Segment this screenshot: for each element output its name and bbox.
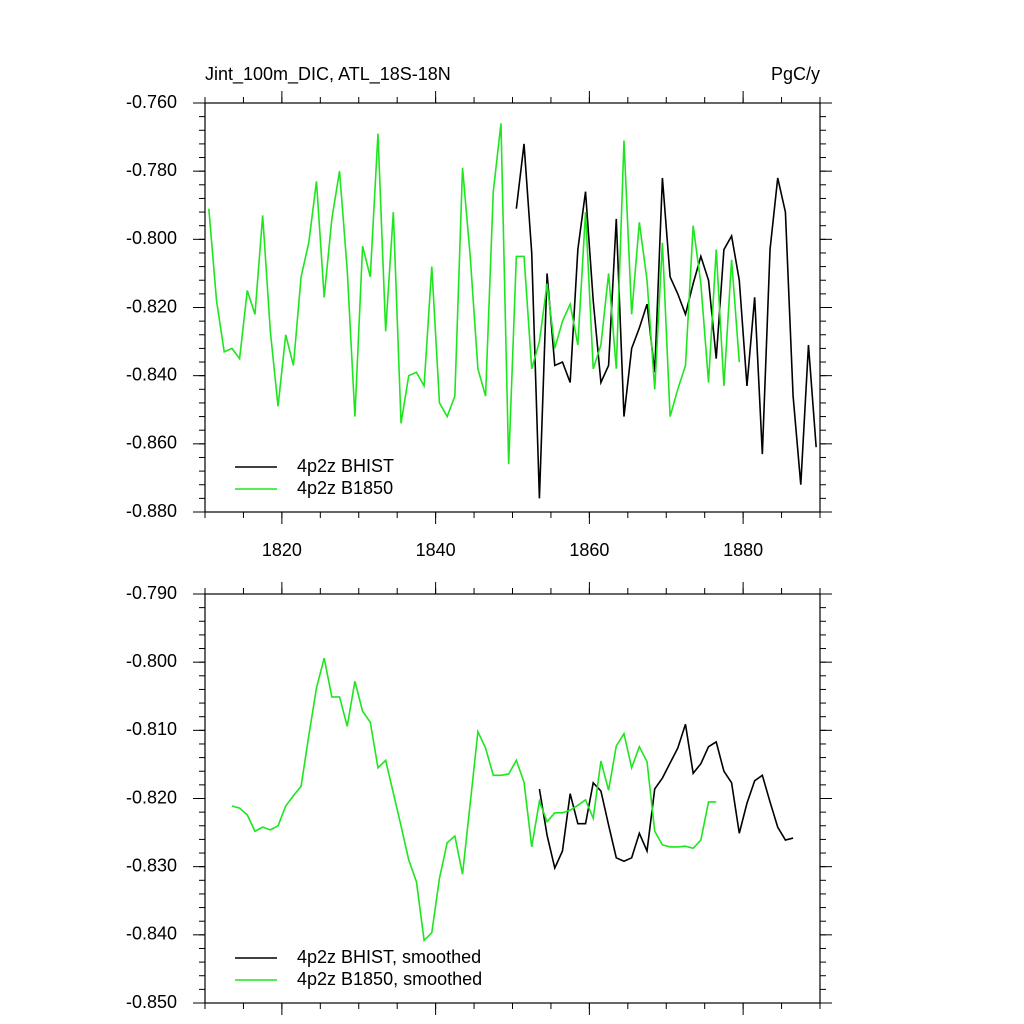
y-tick-label: -0.780	[126, 160, 177, 180]
legend-label: 4p2z B1850	[297, 478, 393, 498]
units-title: PgC/y	[771, 64, 820, 84]
chart-title: Jint_100m_DIC, ATL_18S-18N	[205, 64, 451, 85]
legend-label: 4p2z BHIST	[297, 456, 394, 476]
y-tick-label: -0.850	[126, 992, 177, 1012]
y-tick-label: -0.810	[126, 719, 177, 739]
series-line	[208, 123, 741, 465]
plot-frame	[204, 593, 821, 1004]
y-tick-label: -0.840	[126, 924, 177, 944]
y-tick-label: -0.830	[126, 855, 177, 875]
y-tick-label: -0.800	[126, 651, 177, 671]
series-line	[538, 723, 794, 871]
series-line	[515, 143, 817, 499]
y-tick-label: -0.880	[126, 501, 177, 521]
y-tick-label: -0.820	[126, 787, 177, 807]
x-tick-label: 1880	[723, 540, 763, 560]
series-line	[231, 657, 717, 942]
y-tick-label: -0.790	[126, 583, 177, 603]
y-tick-label: -0.820	[126, 296, 177, 316]
x-tick-label: 1820	[262, 540, 302, 560]
legend-label: 4p2z BHIST, smoothed	[297, 947, 481, 967]
legend-label: 4p2z B1850, smoothed	[297, 969, 482, 989]
x-tick-label: 1840	[416, 540, 456, 560]
y-tick-label: -0.760	[126, 92, 177, 112]
y-tick-label: -0.860	[126, 433, 177, 453]
plot-frame	[204, 102, 821, 513]
y-tick-label: -0.800	[126, 228, 177, 248]
x-tick-label: 1860	[569, 540, 609, 560]
y-tick-label: -0.840	[126, 364, 177, 384]
